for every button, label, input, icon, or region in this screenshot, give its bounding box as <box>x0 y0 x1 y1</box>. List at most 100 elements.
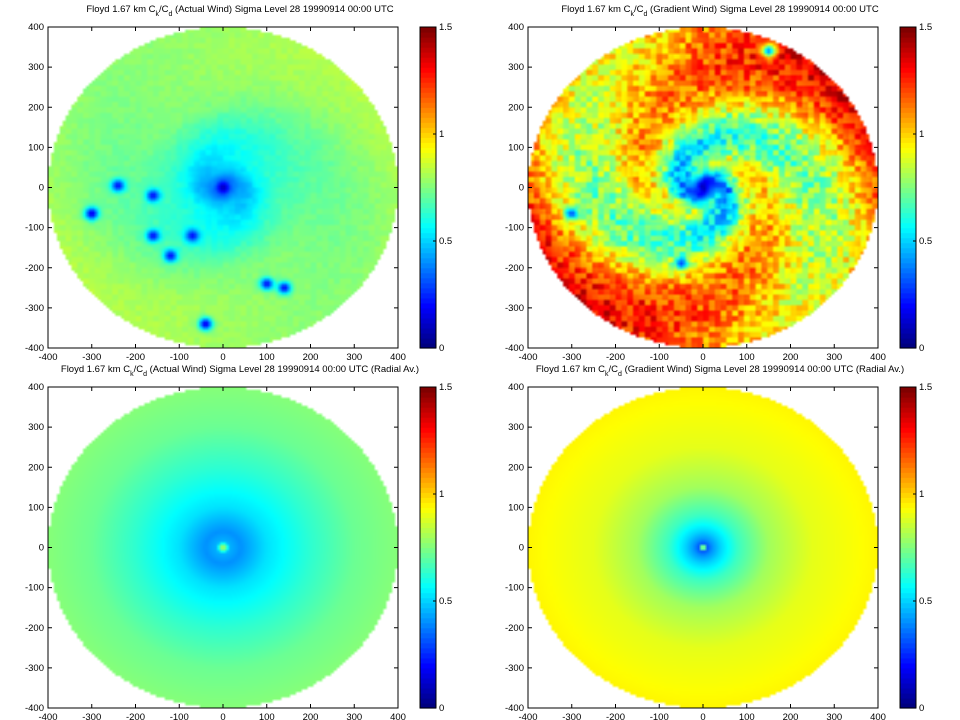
colorbar-segment <box>900 517 916 524</box>
colorbar-segment <box>420 622 436 629</box>
colorbar-segment <box>900 627 916 634</box>
colorbar-segment <box>420 312 436 319</box>
y-tick-label: -100 <box>505 223 524 234</box>
colorbar-tick-label: 0 <box>439 703 444 714</box>
x-tick-label: -300 <box>82 712 101 720</box>
colorbar-segment <box>420 297 436 304</box>
colorbar-tick-label: 1 <box>439 129 444 140</box>
colorbar-segment <box>900 527 916 534</box>
colorbar-tick-label: 1 <box>919 129 924 140</box>
chart-svg: Floyd 1.67 km Ck/Cd (Gradient Wind) Sigm… <box>505 4 932 363</box>
colorbar-segment <box>420 142 436 148</box>
colorbar-segment <box>900 322 916 329</box>
colorbar-segment <box>420 487 436 493</box>
colorbar-segment <box>420 282 436 289</box>
colorbar-segment <box>900 272 916 279</box>
y-tick-label: -200 <box>25 623 44 634</box>
colorbar-tick-label: 1.5 <box>919 382 932 393</box>
colorbar-segment <box>420 442 436 448</box>
x-tick-label: 200 <box>783 352 799 363</box>
colorbar-segment <box>900 102 916 108</box>
colorbar-tick-label: 1.5 <box>439 382 452 393</box>
panel-gradient-wind-radial-average: Floyd 1.67 km Ck/Cd (Gradient Wind) Sigm… <box>480 360 960 720</box>
colorbar-segment <box>900 617 916 624</box>
colorbar-segment <box>420 257 436 264</box>
colorbar-segment <box>420 137 436 143</box>
colorbar-segment <box>420 262 436 269</box>
colorbar-segment <box>420 192 436 199</box>
x-tick-label: -300 <box>562 712 581 720</box>
y-tick-label: 100 <box>28 502 44 513</box>
chart-title: Floyd 1.67 km Ck/Cd (Actual Wind) Sigma … <box>86 4 393 18</box>
colorbar-segment <box>420 482 436 488</box>
x-tick-label: 0 <box>700 352 705 363</box>
colorbar-segment <box>900 682 916 689</box>
chart-svg: Floyd 1.67 km Ck/Cd (Actual Wind) Sigma … <box>25 364 452 720</box>
colorbar-segment <box>900 552 916 559</box>
y-tick-label: 300 <box>28 422 44 433</box>
colorbar-tick-label: 0.5 <box>439 236 452 247</box>
colorbar-segment <box>900 472 916 478</box>
colorbar-segment <box>420 72 436 78</box>
x-tick-label: -200 <box>126 352 145 363</box>
colorbar-segment <box>420 292 436 299</box>
colorbar-segment <box>420 687 436 694</box>
colorbar-segment <box>420 77 436 83</box>
colorbar-segment <box>900 42 916 48</box>
colorbar-segment <box>900 342 916 349</box>
colorbar-segment <box>420 522 436 529</box>
colorbar-segment <box>420 602 436 609</box>
field-image <box>48 27 398 348</box>
colorbar-segment <box>420 657 436 664</box>
field-image <box>48 387 398 708</box>
colorbar-segment <box>420 342 436 349</box>
colorbar-tick-label: 0.5 <box>439 596 452 607</box>
colorbar-segment <box>900 567 916 574</box>
colorbar-segment <box>900 412 916 418</box>
x-tick-label: 300 <box>826 712 842 720</box>
colorbar-segment <box>420 587 436 594</box>
colorbar-segment <box>900 467 916 473</box>
colorbar-segment <box>420 167 436 174</box>
field-image <box>528 27 878 348</box>
colorbar-segment <box>900 442 916 448</box>
colorbar-tick-label: 0 <box>919 703 924 714</box>
colorbar-segment <box>900 72 916 78</box>
colorbar-segment <box>900 77 916 83</box>
colorbar-segment <box>900 262 916 269</box>
colorbar-segment <box>900 147 916 153</box>
colorbar-segment <box>420 507 436 513</box>
colorbar-segment <box>900 257 916 264</box>
colorbar-segment <box>420 392 436 398</box>
colorbar-segment <box>900 652 916 659</box>
colorbar-segment <box>420 232 436 239</box>
colorbar-segment <box>420 632 436 639</box>
colorbar-segment <box>900 217 916 224</box>
colorbar-segment <box>900 542 916 549</box>
y-tick-label: -400 <box>505 703 524 714</box>
y-tick-label: 100 <box>508 502 524 513</box>
colorbar-segment <box>420 92 436 98</box>
colorbar-segment <box>900 502 916 508</box>
colorbar-segment <box>420 127 436 133</box>
y-tick-label: 300 <box>508 62 524 73</box>
colorbar-segment <box>900 592 916 599</box>
colorbar-segment <box>420 502 436 508</box>
colorbar-segment <box>900 587 916 594</box>
colorbar-segment <box>420 227 436 234</box>
colorbar-frame <box>419 386 437 709</box>
y-tick-label: 200 <box>28 102 44 113</box>
y-tick-label: 400 <box>508 22 524 33</box>
colorbar-segment <box>900 337 916 344</box>
colorbar-segment <box>900 582 916 589</box>
colorbar-segment <box>900 387 916 393</box>
colorbar-segment <box>420 157 436 164</box>
colorbar-segment <box>900 137 916 143</box>
colorbar-segment <box>900 187 916 194</box>
colorbar-segment <box>900 122 916 128</box>
colorbar-segment <box>420 197 436 204</box>
panel-actual-wind: Floyd 1.67 km Ck/Cd (Actual Wind) Sigma … <box>0 0 480 363</box>
colorbar-segment <box>900 202 916 209</box>
colorbar-segment <box>420 212 436 219</box>
colorbar-segment <box>900 692 916 699</box>
